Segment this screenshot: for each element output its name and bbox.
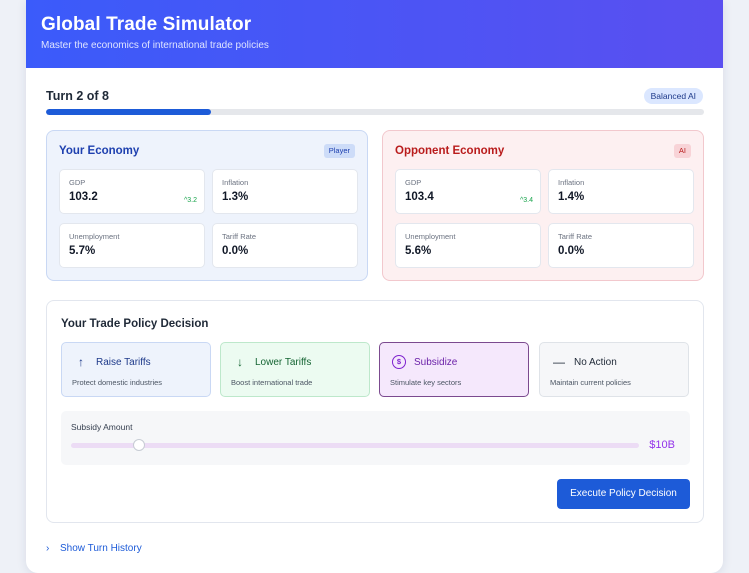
metric-value: 103.2 (69, 191, 98, 203)
trend-up-icon: ^ (183, 197, 188, 204)
player-economy-title: Your Economy (59, 145, 140, 157)
execute-policy-button[interactable]: Execute Policy Decision (557, 479, 690, 509)
trend-up-icon: ^ (519, 197, 524, 204)
metric-label: Unemployment (69, 232, 120, 241)
option-subsidize[interactable]: $ Subsidize Stimulate key sectors (379, 342, 529, 397)
app-header: Global Trade Simulator Master the econom… (26, 0, 723, 68)
metric-inflation: Inflation 1.3% (212, 169, 358, 214)
opponent-economy-panel: Opponent Economy AI GDP 103.4 ^3.4 Infla… (382, 130, 704, 281)
app-title: Global Trade Simulator (41, 14, 252, 35)
slider-label: Subsidy Amount (71, 422, 133, 432)
turn-progress-fill (46, 109, 211, 115)
option-label: Subsidize (414, 357, 458, 368)
metric-delta: ^3.2 (183, 197, 197, 204)
metric-label: Unemployment (405, 232, 456, 241)
metric-label: Tariff Rate (222, 232, 257, 241)
metric-inflation: Inflation 1.4% (548, 169, 694, 214)
metric-value: 103.4 (405, 191, 434, 203)
player-economy-panel: Your Economy Player GDP 103.2 ^3.2 Infla… (46, 130, 368, 281)
metric-value: 5.7% (69, 245, 96, 257)
metric-value: 0.0% (222, 245, 249, 257)
slider-thumb[interactable] (133, 439, 146, 451)
metric-tariff-rate: Tariff Rate 0.0% (548, 223, 694, 268)
history-label: Show Turn History (60, 543, 142, 554)
metric-value: 0.0% (558, 245, 585, 257)
metric-label: Inflation (222, 178, 249, 187)
subsidy-slider[interactable] (71, 439, 639, 451)
arrow-down-icon: ↓ (237, 355, 243, 369)
metric-value: 1.3% (222, 191, 249, 203)
simulator-card: Global Trade Simulator Master the econom… (26, 0, 723, 573)
metric-unemployment: Unemployment 5.6% (395, 223, 541, 268)
metric-delta: ^3.4 (519, 197, 533, 204)
metric-value: 5.6% (405, 245, 432, 257)
metric-gdp: GDP 103.2 ^3.2 (59, 169, 205, 214)
option-lower-tariffs[interactable]: ↓ Lower Tariffs Boost international trad… (220, 342, 370, 397)
option-description: Boost international trade (231, 378, 313, 387)
option-raise-tariffs[interactable]: ↑ Raise Tariffs Protect domestic industr… (61, 342, 211, 397)
arrow-up-icon: ↑ (78, 355, 84, 369)
option-label: Raise Tariffs (96, 357, 151, 368)
metric-gdp: GDP 103.4 ^3.4 (395, 169, 541, 214)
dollar-icon: $ (392, 355, 406, 369)
option-description: Protect domestic industries (72, 378, 163, 387)
ai-tag: AI (673, 144, 691, 158)
metric-label: Inflation (558, 178, 585, 187)
metric-label: GDP (405, 178, 422, 187)
show-turn-history-link[interactable]: › Show Turn History (46, 543, 142, 554)
metric-value: 1.4% (558, 191, 585, 203)
ai-difficulty-badge: Balanced AI (643, 88, 703, 104)
turn-counter: Turn 2 of 8 (46, 89, 109, 103)
option-description: Stimulate key sectors (390, 378, 462, 387)
player-tag: Player (323, 144, 355, 158)
app-subtitle: Master the economics of international tr… (41, 40, 269, 51)
subsidy-amount-control: Subsidy Amount $10B (61, 411, 690, 465)
metric-tariff-rate: Tariff Rate 0.0% (212, 223, 358, 268)
policy-decision-panel: Your Trade Policy Decision ↑ Raise Tarif… (46, 300, 704, 523)
opponent-economy-title: Opponent Economy (395, 145, 505, 157)
option-no-action[interactable]: — No Action Maintain current policies (539, 342, 689, 397)
option-description: Maintain current policies (550, 378, 631, 387)
metric-label: GDP (69, 178, 86, 187)
minus-icon: — (553, 355, 565, 369)
metric-label: Tariff Rate (558, 232, 593, 241)
subsidy-value: $10B (649, 439, 675, 451)
decision-title: Your Trade Policy Decision (61, 318, 209, 330)
option-label: Lower Tariffs (255, 357, 312, 368)
turn-progress-bar (46, 109, 704, 115)
chevron-right-icon: › (46, 543, 50, 554)
metric-unemployment: Unemployment 5.7% (59, 223, 205, 268)
option-label: No Action (574, 357, 617, 368)
